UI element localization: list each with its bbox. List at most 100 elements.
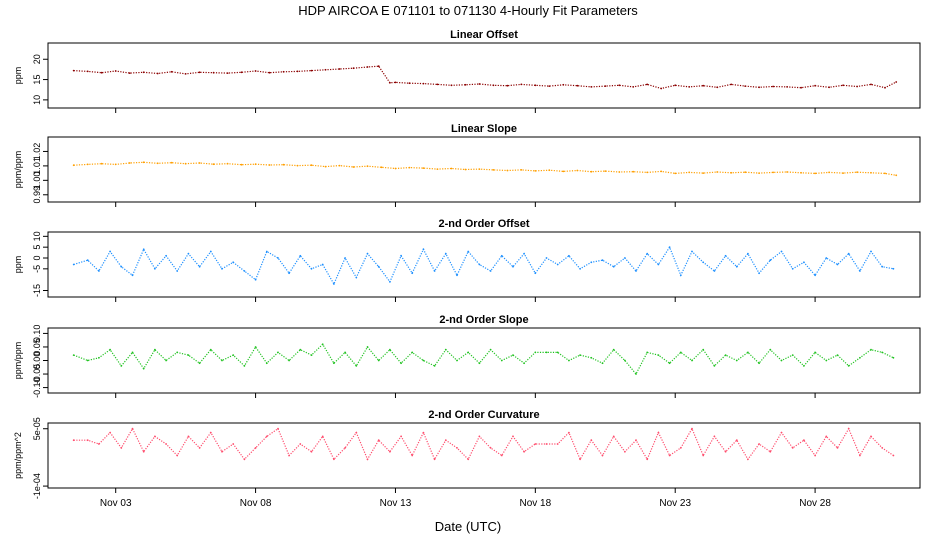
data-point [265, 250, 268, 253]
data-point [892, 454, 895, 457]
data-point [800, 171, 802, 174]
data-point [735, 359, 738, 362]
data-point [338, 164, 341, 167]
data-point [895, 174, 898, 177]
data-point [436, 83, 439, 86]
data-point [836, 354, 839, 356]
data-point [618, 171, 621, 173]
data-point [352, 67, 355, 70]
data-point [232, 261, 235, 264]
data-point [366, 252, 369, 255]
series-line [73, 343, 894, 376]
data-point [512, 265, 514, 268]
data-point [324, 68, 327, 71]
data-point [758, 172, 760, 175]
data-point [377, 65, 380, 68]
data-point [86, 359, 89, 362]
y-tick-label: -1e-04 [32, 473, 42, 499]
data-point [881, 351, 884, 354]
data-point [366, 66, 369, 68]
data-point [688, 171, 691, 174]
data-point [506, 84, 509, 87]
data-point [895, 81, 898, 83]
data-point [657, 431, 660, 434]
data-point [842, 172, 844, 175]
data-point [702, 348, 705, 351]
data-point [646, 83, 649, 86]
data-point [688, 86, 691, 88]
data-point [209, 250, 212, 253]
y-axis-label: ppm/ppm^2 [13, 432, 23, 479]
panel-1: Linear Offset ppm 10 15 20 [13, 29, 921, 113]
y-tick-label: 10 [32, 95, 42, 105]
data-point [825, 435, 828, 438]
data-point [209, 348, 212, 351]
data-point [668, 454, 671, 457]
data-point [780, 359, 783, 362]
data-point [232, 354, 235, 356]
data-point [674, 84, 677, 87]
data-point [870, 171, 872, 174]
data-point [176, 270, 179, 272]
data-point [450, 167, 453, 170]
data-point [758, 362, 760, 365]
y-tick-label: 5e-05 [32, 417, 42, 440]
data-point [668, 362, 671, 365]
data-point [400, 254, 402, 257]
data-point [506, 169, 509, 172]
data-point [154, 348, 156, 351]
x-tick-label: Nov 13 [380, 498, 412, 509]
data-point [523, 450, 525, 453]
data-point [747, 252, 749, 255]
panel-title: 2-nd Order Curvature [428, 409, 539, 421]
data-point [433, 458, 436, 461]
x-axis-label: Date (UTC) [435, 519, 501, 534]
data-point [556, 443, 559, 445]
data-point [612, 348, 615, 351]
data-point [240, 71, 243, 74]
data-point [744, 171, 747, 174]
data-point [523, 252, 525, 255]
data-point [212, 163, 215, 166]
data-point [679, 447, 682, 449]
y-axis-label: ppm [13, 256, 23, 274]
data-point [131, 274, 134, 277]
data-point [624, 359, 626, 362]
data-point [366, 346, 369, 348]
data-point [268, 71, 271, 74]
figure-title: HDP AIRCOA E 071101 to 071130 4-Hourly F… [298, 3, 638, 18]
data-point [433, 365, 436, 367]
data-point [221, 267, 223, 270]
data-point [109, 250, 111, 253]
data-point [772, 85, 774, 88]
data-point [847, 365, 850, 367]
data-point [114, 163, 117, 166]
data-point [803, 261, 805, 264]
data-point [579, 458, 581, 461]
x-tick-label: Nov 23 [659, 498, 691, 509]
data-point [881, 447, 884, 449]
data-point [646, 458, 649, 461]
y-tick-label: -15 [32, 284, 42, 297]
data-point [377, 439, 380, 442]
panel-frame [47, 231, 921, 298]
data-point [282, 70, 285, 73]
data-point [128, 162, 131, 164]
panel-title: Linear Offset [450, 29, 518, 41]
data-point [366, 458, 369, 461]
data-point [296, 164, 299, 167]
data-point [288, 454, 290, 457]
data-point [713, 270, 716, 272]
data-point [221, 450, 223, 453]
data-point [411, 454, 414, 457]
y-tick-label: 10 [32, 231, 42, 241]
data-point [590, 86, 593, 88]
data-point [456, 359, 458, 362]
data-point [758, 86, 760, 89]
data-point [232, 443, 235, 445]
data-point [545, 257, 548, 259]
data-point [769, 259, 772, 262]
y-tick-label: 0.99 [32, 186, 42, 204]
data-point [657, 263, 660, 266]
data-point [489, 447, 492, 449]
